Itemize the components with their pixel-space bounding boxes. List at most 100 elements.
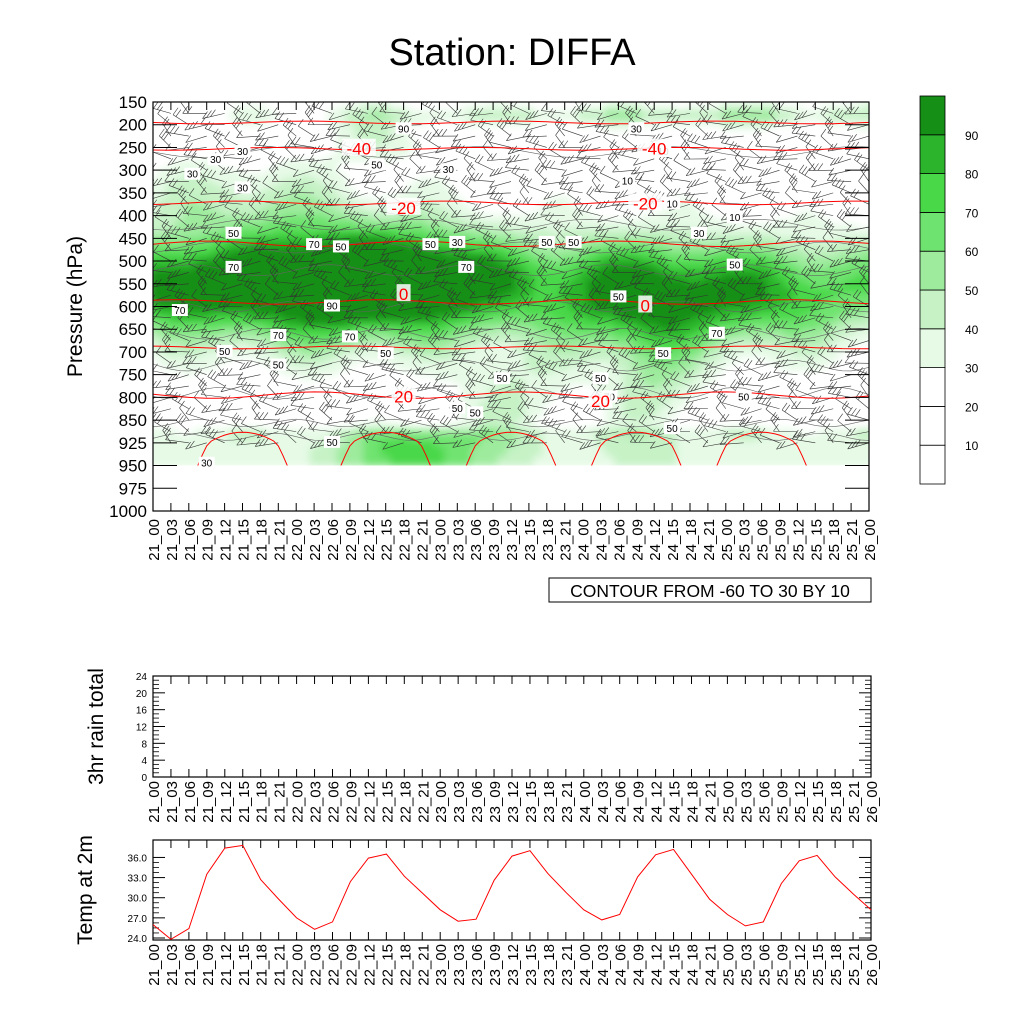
humidity-cell bbox=[246, 110, 257, 117]
wind-barb-shaft bbox=[269, 373, 279, 387]
humidity-cell bbox=[282, 187, 293, 194]
humidity-cell bbox=[658, 440, 669, 448]
humidity-cell bbox=[255, 115, 266, 121]
humidity-cell bbox=[408, 333, 419, 339]
humidity-cell bbox=[631, 237, 642, 244]
humidity-cell bbox=[721, 360, 732, 367]
humidity-cell bbox=[202, 355, 213, 362]
wind-barb-flag bbox=[188, 188, 195, 196]
humidity-cell bbox=[246, 296, 257, 303]
humidity-cell bbox=[783, 219, 794, 226]
wind-barb-flag bbox=[268, 150, 274, 159]
humidity-cell bbox=[533, 301, 544, 307]
humidity-cell bbox=[336, 440, 347, 448]
wind-barb-flag bbox=[200, 117, 206, 125]
humidity-cell bbox=[622, 251, 633, 258]
humidity-cell bbox=[533, 351, 544, 357]
humidity-cell bbox=[193, 251, 204, 258]
humidity-cell bbox=[153, 196, 159, 203]
humidity-cell bbox=[837, 428, 848, 433]
humidity-cell bbox=[443, 296, 454, 303]
humidity-cell bbox=[622, 296, 633, 303]
humidity-cell bbox=[153, 260, 159, 267]
humidity-cell bbox=[354, 455, 365, 466]
humidity-cell bbox=[408, 351, 419, 357]
humidity-cell bbox=[211, 355, 222, 362]
humidity-cell bbox=[604, 440, 615, 448]
humidity-cell bbox=[372, 422, 383, 427]
humidity-cell bbox=[613, 437, 624, 442]
humidity-cell bbox=[846, 278, 857, 285]
humidity-cell bbox=[354, 237, 365, 244]
humidity-cell bbox=[408, 265, 419, 271]
humidity-cell bbox=[273, 351, 284, 357]
humidity-cell bbox=[479, 106, 490, 112]
humidity-cell bbox=[300, 178, 311, 185]
wind-barb-flag bbox=[260, 294, 267, 302]
humidity-cell bbox=[667, 369, 678, 376]
wind-barb-shaft bbox=[153, 181, 171, 187]
humidity-cell bbox=[694, 260, 705, 267]
humidity-cell bbox=[766, 251, 777, 258]
humidity-cell bbox=[417, 251, 427, 258]
humidity-cell bbox=[783, 260, 794, 267]
humidity-cell bbox=[640, 437, 651, 442]
humidity-cell bbox=[524, 355, 535, 362]
wind-barb-flag bbox=[153, 178, 159, 187]
humidity-cell bbox=[238, 287, 248, 294]
humidity-cell bbox=[434, 206, 445, 212]
humidity-cell bbox=[604, 296, 615, 303]
wind-barb-shaft bbox=[182, 258, 207, 262]
humidity-cell bbox=[658, 296, 669, 303]
humidity-cell bbox=[381, 328, 392, 335]
humidity-cell bbox=[694, 106, 705, 112]
humidity-cell bbox=[578, 328, 589, 335]
humidity-cell bbox=[649, 251, 660, 258]
wind-barb-shaft bbox=[167, 260, 189, 268]
humidity-cell bbox=[560, 269, 571, 276]
humidity-cell bbox=[229, 242, 240, 248]
humidity-cell bbox=[345, 437, 356, 442]
humidity-cell bbox=[783, 440, 794, 448]
humidity-cell bbox=[604, 283, 615, 289]
humidity-cell bbox=[318, 196, 329, 203]
humidity-cell bbox=[533, 292, 544, 298]
humidity-cell bbox=[864, 274, 869, 280]
humidity-cell bbox=[291, 428, 302, 433]
wind-barb-shaft bbox=[276, 162, 297, 171]
humidity-cell bbox=[443, 187, 454, 194]
humidity-cell bbox=[703, 265, 714, 271]
wind-barb-flag bbox=[203, 214, 209, 222]
humidity-cell bbox=[864, 446, 869, 457]
humidity-cell bbox=[730, 224, 741, 230]
humidity-cell bbox=[246, 224, 257, 230]
humidity-cell bbox=[712, 319, 723, 326]
humidity-cell bbox=[479, 324, 490, 330]
humidity-cell bbox=[255, 192, 266, 198]
humidity-cell bbox=[604, 365, 615, 371]
wind-barb-shaft bbox=[203, 419, 225, 427]
humidity-cell bbox=[694, 237, 705, 244]
humidity-cell bbox=[488, 315, 499, 321]
humidity-cell bbox=[443, 215, 454, 221]
humidity-cell bbox=[703, 283, 714, 289]
humidity-cell bbox=[166, 437, 177, 442]
humidity-cell bbox=[193, 206, 204, 212]
humidity-cell bbox=[524, 215, 535, 221]
humidity-cell bbox=[470, 392, 481, 398]
humidity-cell bbox=[363, 446, 374, 457]
humidity-cell bbox=[578, 219, 589, 226]
humidity-cell bbox=[363, 455, 374, 466]
humidity-cell bbox=[434, 369, 445, 376]
humidity-cell bbox=[658, 419, 669, 424]
humidity-cell bbox=[452, 428, 463, 433]
wind-barb-flag bbox=[187, 223, 194, 231]
humidity-cell bbox=[470, 387, 481, 394]
humidity-cell bbox=[649, 337, 660, 344]
humidity-cell bbox=[801, 434, 812, 439]
wind-barb-flag bbox=[156, 279, 162, 287]
humidity-cell bbox=[390, 455, 401, 466]
humidity-cell bbox=[175, 165, 186, 171]
humidity-cell bbox=[166, 228, 177, 235]
